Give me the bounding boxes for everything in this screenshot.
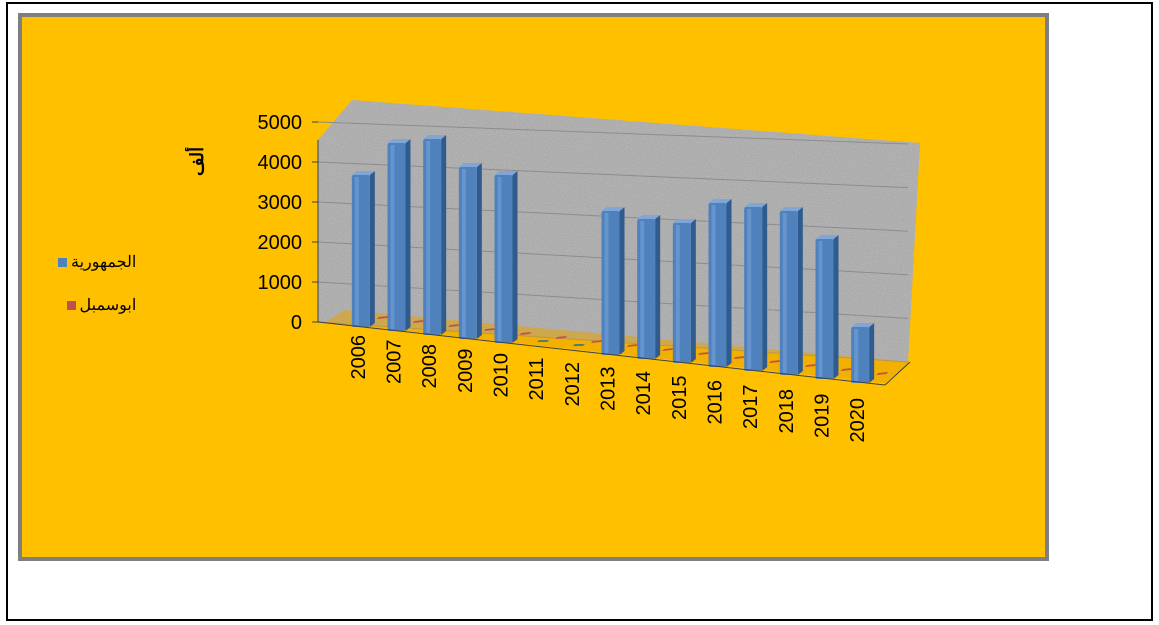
- x-tick-label: 2008: [419, 344, 441, 389]
- bar-series2-2011: [555, 336, 568, 339]
- x-axis-line: [317, 321, 886, 386]
- bar-series1-2006: [351, 171, 375, 327]
- x-tick-label: 2011: [526, 358, 548, 401]
- bar-series1-2016: [708, 199, 732, 367]
- bar-series1-2015: [672, 219, 696, 363]
- bar-series1-2007: [387, 139, 411, 331]
- bar-series1-2009: [458, 163, 482, 339]
- bar-series2-2014: [662, 348, 675, 351]
- outer-frame: [6, 2, 1153, 621]
- x-tick-label: 2009: [455, 349, 477, 394]
- gridline: [317, 121, 909, 145]
- x-tick-label: 2019: [812, 394, 834, 439]
- bar-series2-2009: [483, 328, 496, 331]
- y-tick-label: 3000: [258, 192, 303, 214]
- bar-series1-2019: [815, 235, 839, 379]
- bar-series1-2020: [851, 323, 875, 383]
- x-tick-label: 2007: [384, 340, 406, 385]
- x-tick-label: 2006: [348, 335, 370, 380]
- y-tick-label: 4000: [258, 152, 303, 174]
- legend-swatch: [58, 257, 67, 267]
- bar-series2-2008: [448, 324, 461, 327]
- y-tick-label: 5000: [258, 112, 303, 134]
- legend-item: الجمهورية: [58, 252, 136, 272]
- bar-series2-2020: [876, 372, 889, 375]
- bar-series2-2007: [412, 320, 425, 323]
- bar-series2-2016: [733, 356, 746, 359]
- bar-series1-2008: [423, 135, 447, 335]
- x-tick-label: 2014: [633, 371, 655, 416]
- bar-series1-2018: [779, 207, 803, 375]
- legend-label: الجمهورية: [71, 254, 137, 271]
- y-tick-label: 2000: [258, 232, 303, 254]
- legend-label: ابوسمبل: [79, 297, 137, 314]
- bar-series1-2011: [537, 340, 550, 342]
- y-tick-label: 0: [291, 312, 302, 334]
- legend: الجمهورية ابوسمبل: [58, 252, 136, 338]
- x-axis-depth-line: [884, 361, 911, 386]
- bar-series2-2017: [769, 360, 782, 363]
- y-axis-unit-label: ألف: [187, 146, 207, 176]
- x-tick-label: 2013: [598, 367, 620, 412]
- x-tick-label: 2012: [562, 362, 584, 407]
- x-tick-label: 2015: [669, 376, 691, 421]
- x-tick-label: 2020: [847, 398, 869, 443]
- bar-series2-2018: [804, 364, 817, 367]
- legend-swatch: [66, 300, 76, 310]
- bar-series1-2013: [601, 207, 625, 355]
- bar-series1-2017: [744, 203, 768, 371]
- gridline: [317, 161, 909, 189]
- bar-series1-2010: [494, 171, 518, 343]
- x-tick-label: 2018: [776, 389, 798, 434]
- y-tick-label: 1000: [258, 272, 303, 294]
- bar-series1-2012: [572, 344, 585, 346]
- bar-series2-2013: [626, 344, 639, 347]
- bar-series2-2006: [376, 316, 389, 319]
- x-tick-label: 2010: [491, 353, 513, 398]
- bar-series2-2012: [590, 340, 603, 343]
- legend-item: ابوسمبل: [58, 295, 136, 315]
- bar-series1-2014: [637, 215, 661, 359]
- x-tick-label: 2016: [705, 380, 727, 425]
- x-tick-label: 2017: [740, 385, 762, 430]
- bar-series2-2015: [697, 352, 710, 355]
- bar-series2-2019: [840, 368, 853, 371]
- bar-series2-2010: [519, 332, 532, 335]
